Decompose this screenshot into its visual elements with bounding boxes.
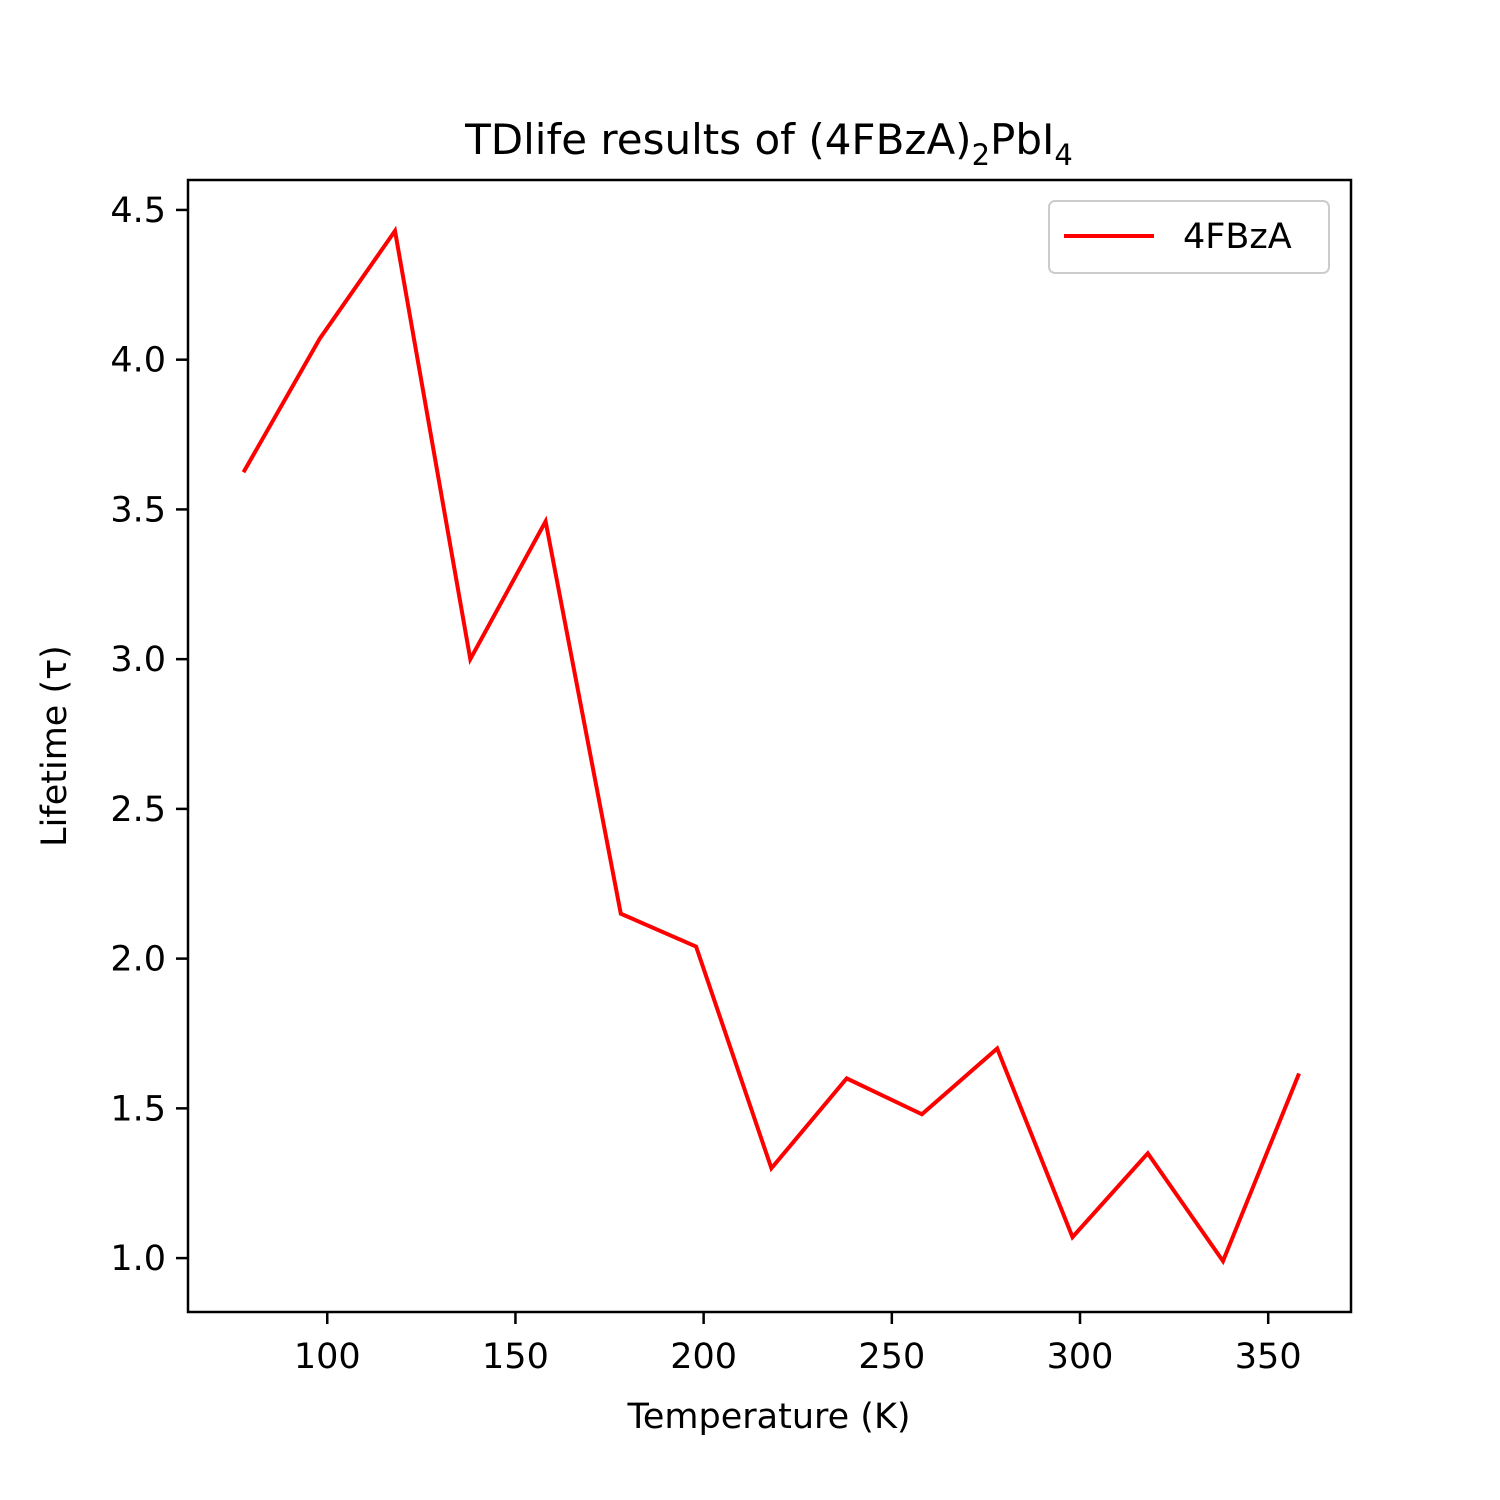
y-tick-label: 4.5: [110, 191, 166, 231]
y-tick-label: 4.0: [110, 341, 166, 381]
y-axis-ticks: 1.0 1.5 2.0 2.5 3.0 3.5 4.0 4.5: [110, 191, 188, 1279]
y-tick-label: 2.5: [110, 790, 166, 830]
x-axis-ticks: 100 150 200 250 300 350: [294, 1312, 1302, 1377]
y-tick-label: 1.0: [110, 1239, 166, 1279]
axes-frame: [186, 178, 1353, 1314]
plot-area: 100 150 200 250 300 350 1.0 1.5 2.0 2.5 3.0 3.5 4.0…: [110, 178, 1353, 1377]
y-tick-label: 3.0: [110, 640, 166, 680]
x-tick-label: 350: [1235, 1337, 1302, 1377]
y-tick-label: 3.5: [110, 490, 166, 530]
series-line-4fbza: [241, 225, 1301, 1266]
y-tick-label: 1.5: [110, 1089, 166, 1129]
x-tick-label: 150: [482, 1337, 549, 1377]
y-tick-label: 2.0: [110, 940, 166, 980]
legend-label-4fbza: 4FBzA: [1183, 217, 1292, 257]
y-axis-label: Lifetime (τ): [35, 645, 75, 847]
x-axis-label: Temperature (K): [626, 1397, 910, 1437]
legend: 4FBzA: [1048, 200, 1330, 274]
x-tick-label: 100: [294, 1337, 361, 1377]
legend-box: [1048, 200, 1330, 274]
x-tick-label: 300: [1047, 1337, 1114, 1377]
chart-title: TDlife results of (4FBzA)2PbI4: [464, 115, 1073, 172]
series-layer: [241, 225, 1301, 1266]
x-tick-label: 250: [858, 1337, 925, 1377]
x-tick-label: 200: [670, 1337, 737, 1377]
